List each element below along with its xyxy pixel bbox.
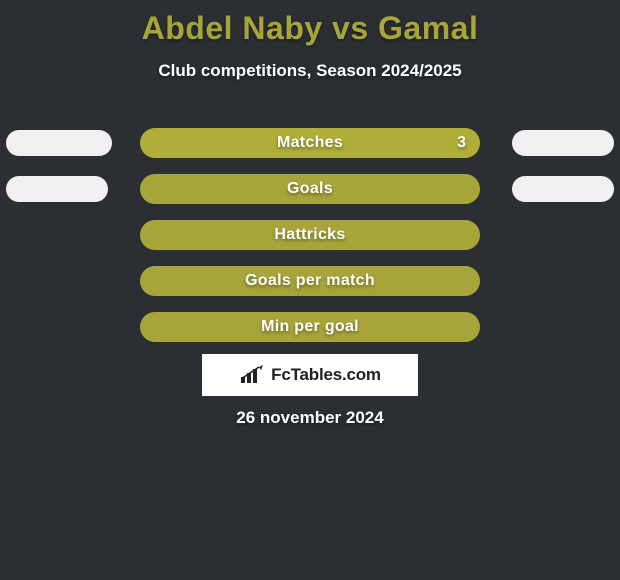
stat-label: Goals per match (245, 272, 375, 290)
stat-label: Min per goal (261, 318, 359, 336)
stat-bar: Hattricks (140, 220, 480, 250)
stat-rows: Matches 3 Goals Hattricks Goals p (0, 120, 620, 350)
stat-label: Goals (287, 180, 333, 198)
generated-date: 26 november 2024 (0, 408, 620, 428)
logo-text: FcTables.com (271, 365, 381, 385)
fctables-logo: FcTables.com (202, 354, 418, 396)
player-b-bubble (512, 176, 614, 202)
stat-value: 3 (457, 134, 466, 152)
stat-row-goals: Goals (0, 166, 620, 212)
stat-bar: Matches 3 (140, 128, 480, 158)
stat-row-hattricks: Hattricks (0, 212, 620, 258)
comparison-infographic: Abdel Naby vs Gamal Club competitions, S… (0, 0, 620, 580)
page-title: Abdel Naby vs Gamal (0, 0, 620, 47)
stat-row-goals-per-match: Goals per match (0, 258, 620, 304)
stat-label: Matches (277, 134, 343, 152)
stat-bar: Goals (140, 174, 480, 204)
stat-row-min-per-goal: Min per goal (0, 304, 620, 350)
stat-bar: Min per goal (140, 312, 480, 342)
stat-label: Hattricks (274, 226, 345, 244)
stat-bar: Goals per match (140, 266, 480, 296)
player-b-bubble (512, 130, 614, 156)
stat-row-matches: Matches 3 (0, 120, 620, 166)
player-a-bubble (6, 176, 108, 202)
player-a-bubble (6, 130, 112, 156)
bar-chart-icon (239, 365, 265, 385)
subtitle: Club competitions, Season 2024/2025 (0, 61, 620, 81)
